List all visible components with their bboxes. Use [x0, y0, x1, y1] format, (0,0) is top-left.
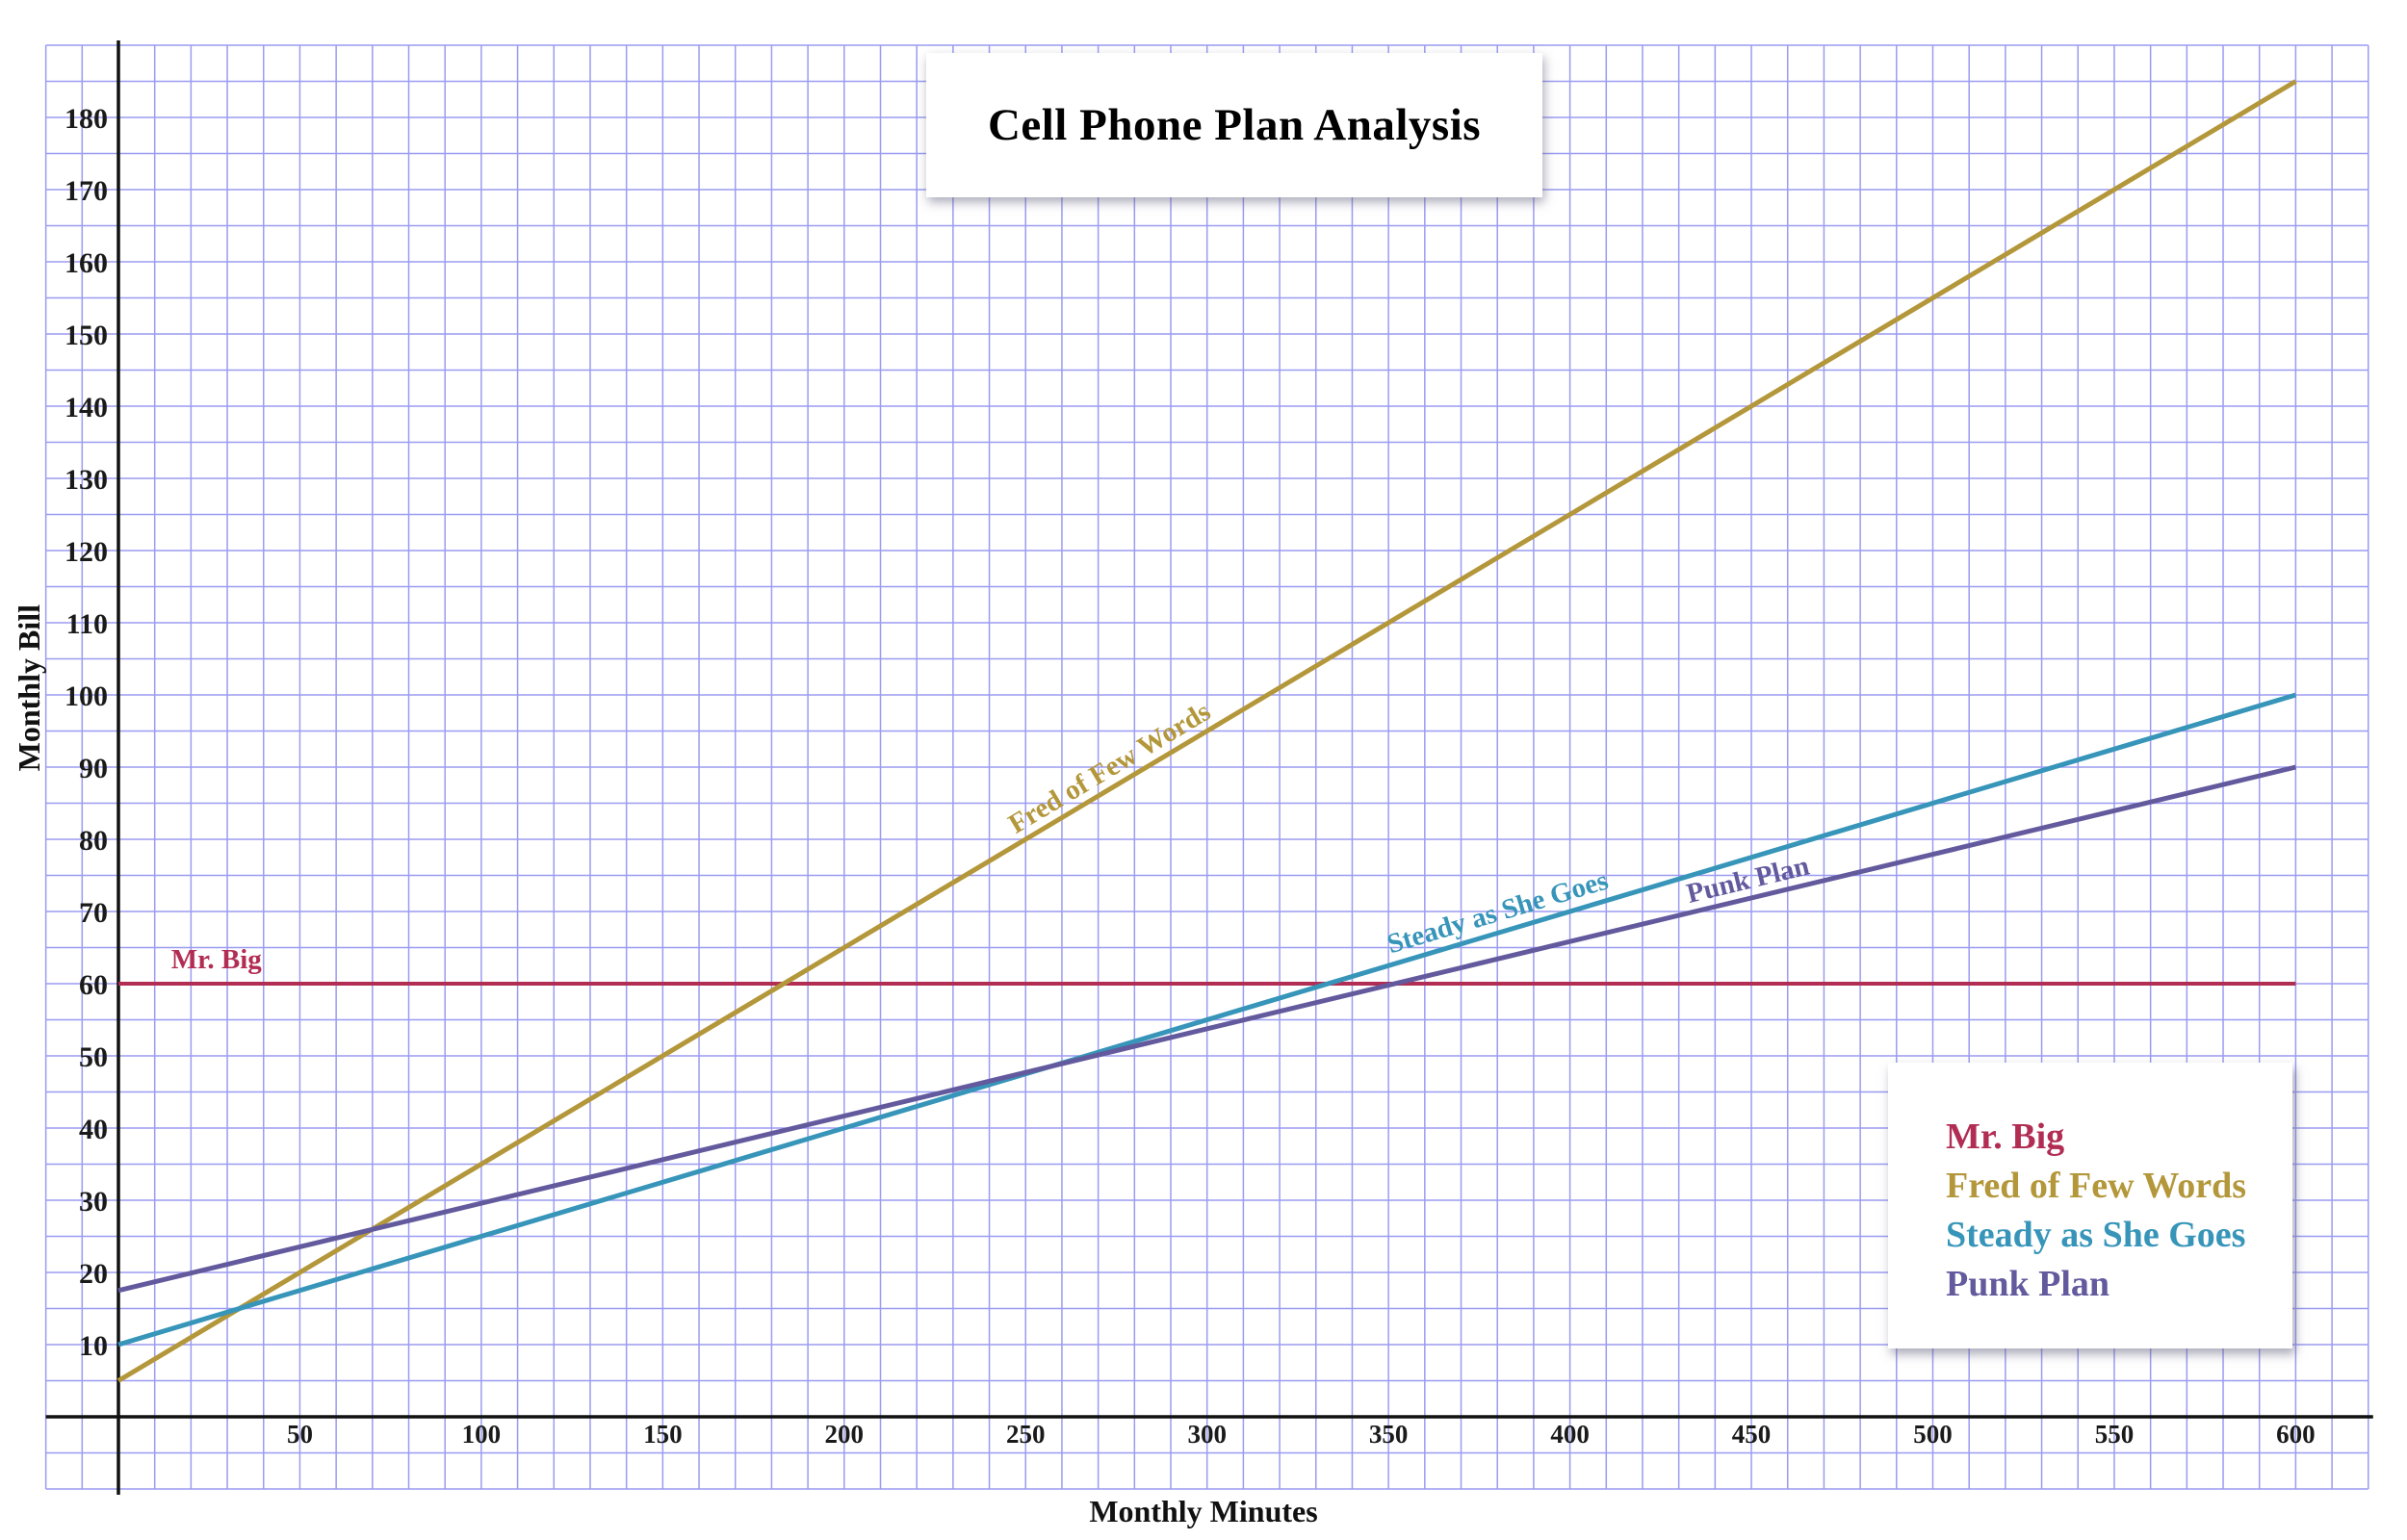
y-tick-label: 130: [65, 464, 108, 496]
x-axis-title: Monthly Minutes: [1089, 1494, 1318, 1528]
y-tick-label: 80: [79, 825, 108, 857]
y-tick-label: 30: [79, 1186, 108, 1218]
y-tick-label: 90: [79, 753, 108, 784]
y-tick-label: 120: [65, 536, 108, 568]
y-tick-label: 110: [66, 608, 108, 640]
x-tick-label: 250: [1006, 1420, 1046, 1449]
legend-entry-steady-as-she-goes: Steady as She Goes: [1946, 1215, 2246, 1255]
legend-entry-punk-plan: Punk Plan: [1946, 1264, 2110, 1304]
x-tick-label: 450: [1732, 1420, 1772, 1449]
x-tick-label: 350: [1369, 1420, 1409, 1449]
series-line-punk-plan: [117, 764, 2296, 1294]
series-label-fred-of-few-words: Fred of Few Words: [1003, 696, 1216, 840]
y-tick-label: 140: [65, 392, 108, 424]
y-tick-label: 10: [79, 1330, 108, 1362]
x-tick-label: 550: [2095, 1420, 2135, 1449]
x-tick-label: 500: [1913, 1420, 1953, 1449]
x-tick-label: 600: [2276, 1420, 2316, 1449]
y-tick-label: 20: [79, 1258, 108, 1290]
x-tick-label: 400: [1550, 1420, 1590, 1449]
series-label-mr-big: Mr. Big: [171, 944, 262, 975]
y-tick-label: 50: [79, 1041, 108, 1073]
axes: [45, 40, 2373, 1495]
grid: [44, 44, 2369, 1490]
x-tick-label: 300: [1187, 1420, 1227, 1449]
tick-labels: 50 100 150 200 250 300 350 400 450 500 550 600 10 20 3…: [65, 103, 2316, 1449]
y-tick-label: 170: [65, 175, 108, 207]
y-tick-label: 150: [65, 320, 108, 351]
y-tick-label: 180: [65, 103, 108, 135]
y-tick-label: 100: [65, 680, 108, 712]
y-tick-label: 40: [79, 1114, 108, 1145]
x-tick-label: 200: [825, 1420, 865, 1449]
series-line-fred-of-few-words: [116, 79, 2297, 1383]
y-axis-title: Monthly Bill: [12, 604, 46, 772]
series-lines: [116, 79, 2297, 1383]
legend-entry-fred-of-few-words: Fred of Few Words: [1946, 1166, 2247, 1206]
y-tick-label: 60: [79, 969, 108, 1001]
y-tick-label: 160: [65, 247, 108, 279]
legend-entry-mr-big: Mr. Big: [1946, 1116, 2065, 1157]
chart-title-box: Cell Phone Plan Analysis: [926, 53, 1542, 197]
y-tick-label: 70: [79, 897, 108, 929]
x-tick-label: 50: [287, 1420, 313, 1449]
chart-title: Cell Phone Plan Analysis: [987, 100, 1482, 150]
x-tick-label: 150: [643, 1420, 683, 1449]
series-line-steady-as-she-goes: [117, 692, 2297, 1348]
x-tick-label: 100: [462, 1420, 502, 1449]
legend-box: Mr. Big Fred of Few Words Steady as She …: [1888, 1063, 2292, 1348]
